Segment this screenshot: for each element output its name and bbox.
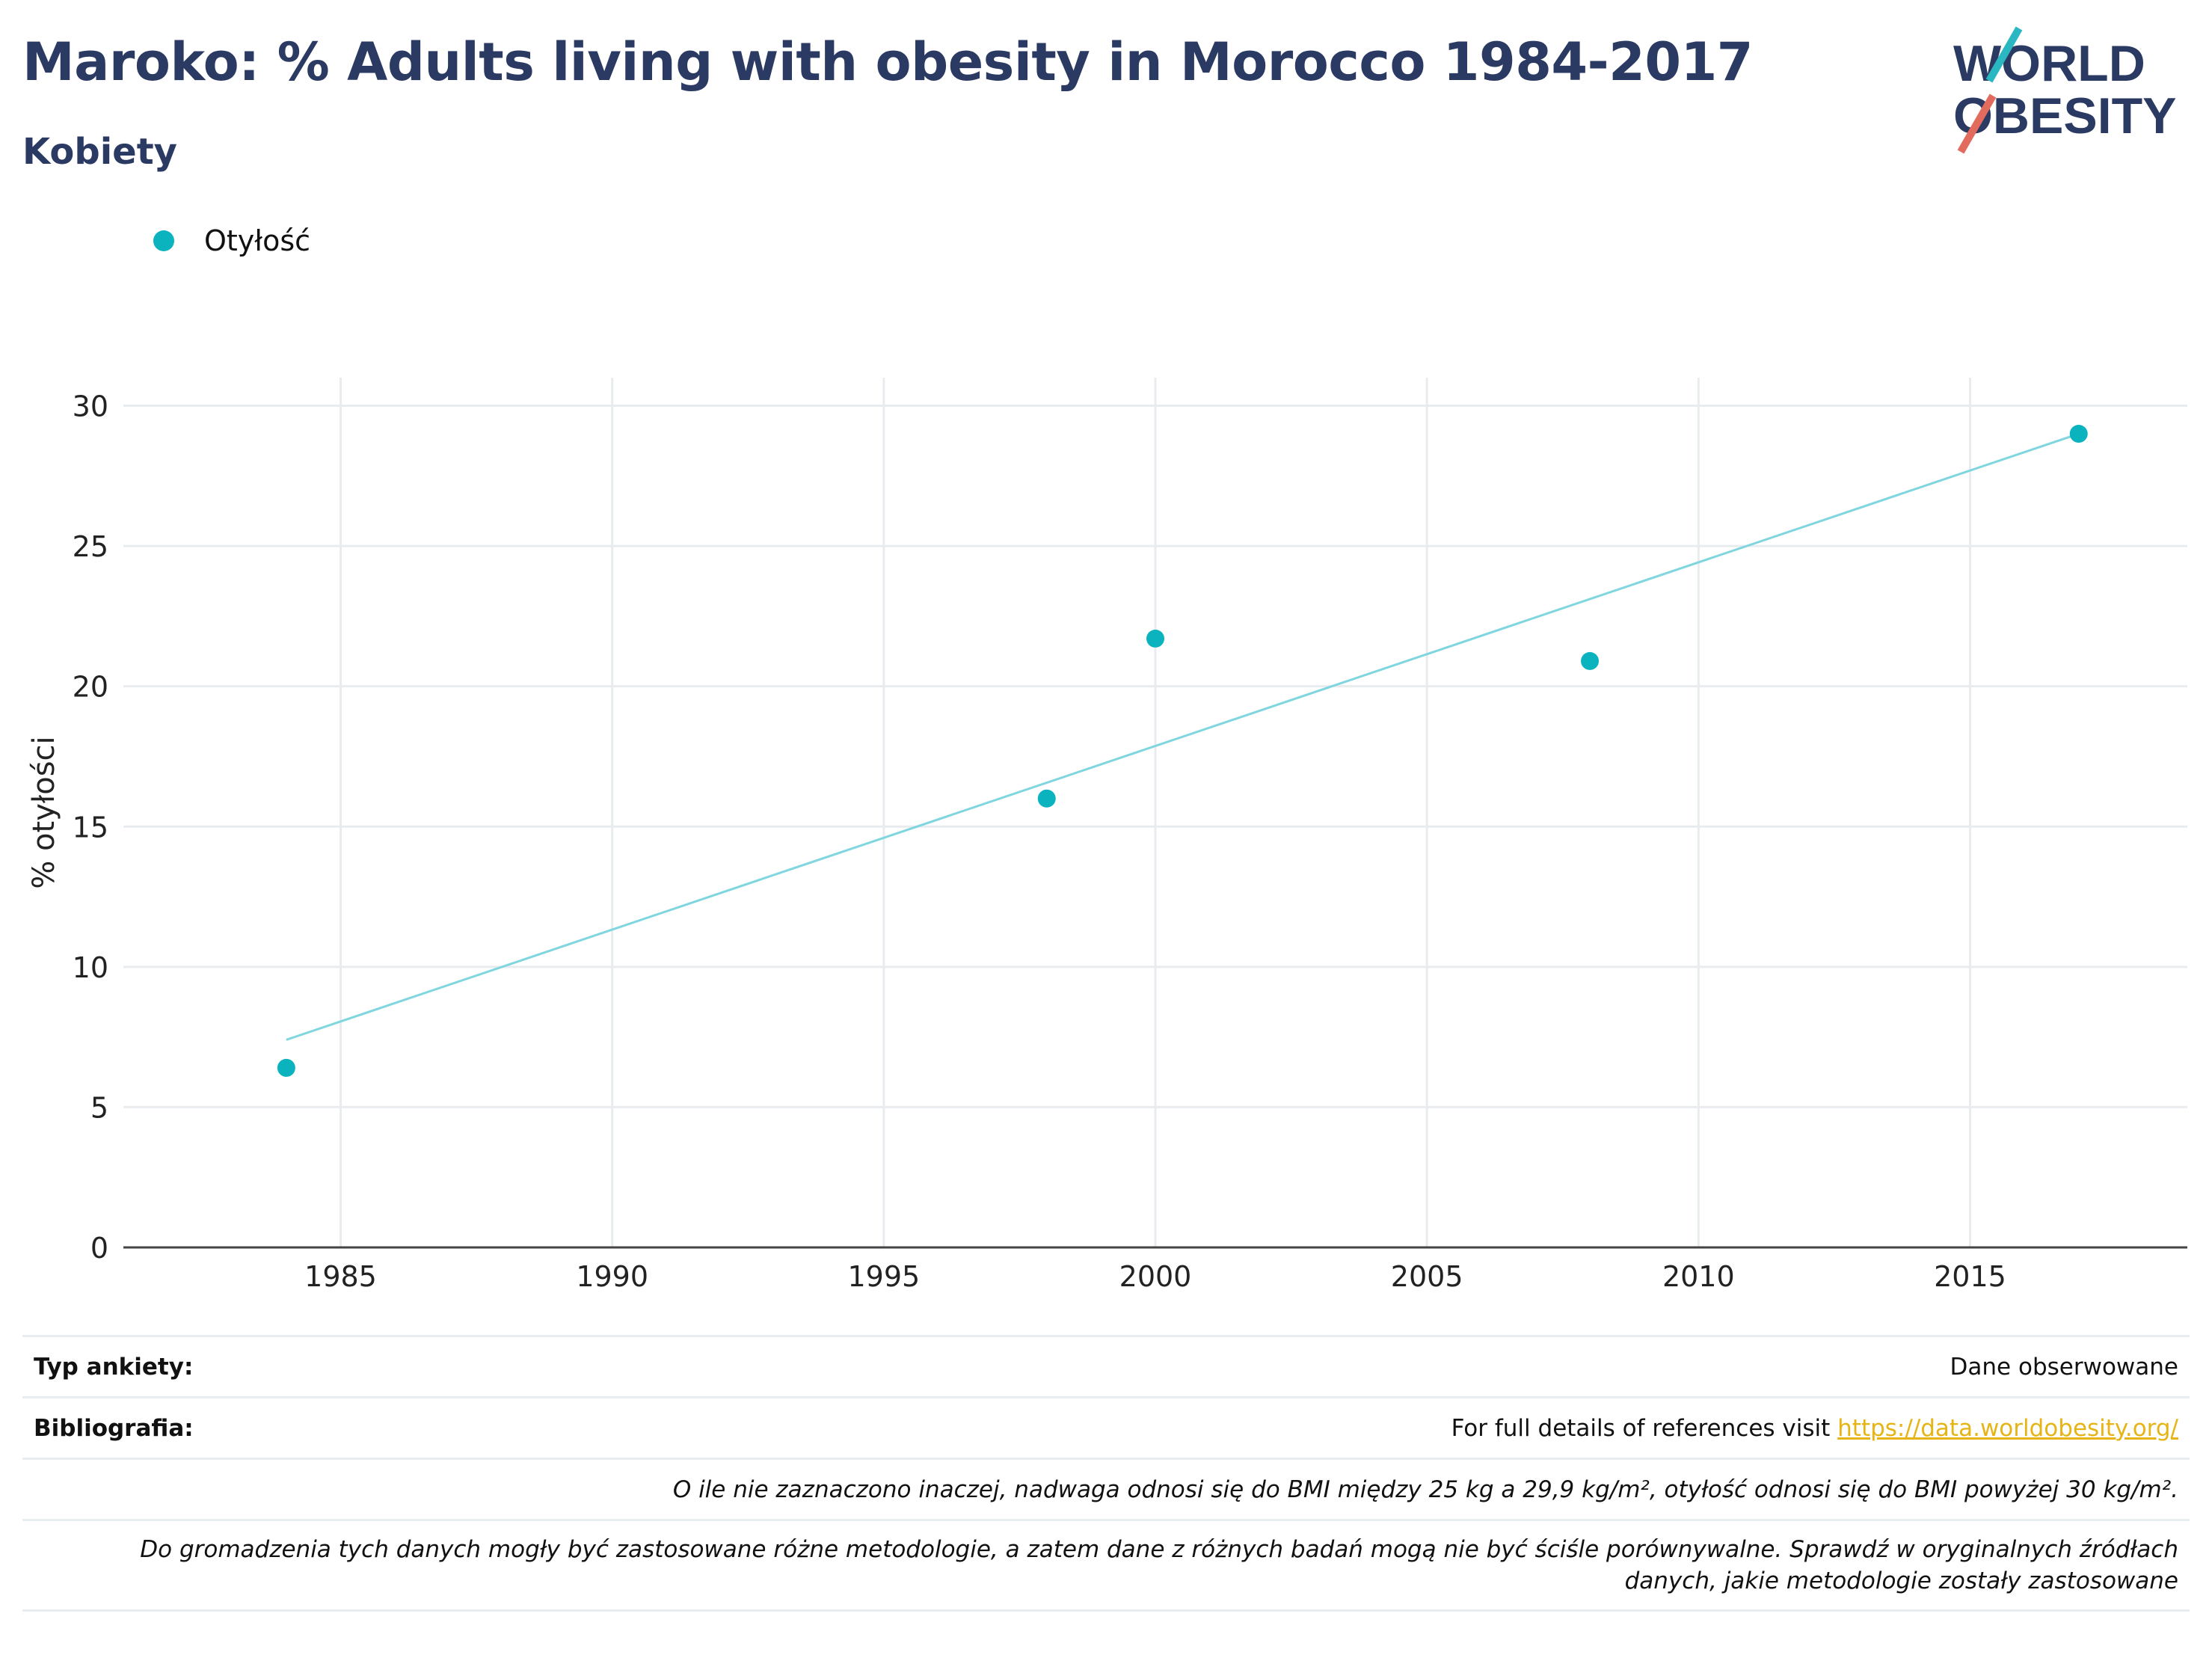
y-tick-label: 20 xyxy=(73,671,108,704)
definition-note: O ile nie zaznaczono inaczej, nadwaga od… xyxy=(672,1476,2178,1503)
y-axis-label: % otyłości xyxy=(27,736,61,888)
chart-subtitle: Kobiety xyxy=(22,131,177,173)
footer-table: Typ ankiety: Dane obserwowane Bibliograf… xyxy=(22,1335,2190,1612)
survey-type-label: Typ ankiety: xyxy=(34,1353,194,1381)
data-point xyxy=(1146,629,1164,648)
logo-word-1: WORLD xyxy=(1953,35,2145,92)
x-tick-label: 2010 xyxy=(1662,1260,1735,1293)
data-point xyxy=(1581,651,1600,670)
scatter-chart: 0 5 10 15 20 25 30 1985 1990 1995 2000 2005 2010 2015… xyxy=(27,378,2187,1293)
data-point xyxy=(1037,789,1056,808)
x-tick-label: 1985 xyxy=(304,1260,377,1293)
data-point xyxy=(277,1058,295,1077)
y-tick-label: 5 xyxy=(90,1091,108,1124)
bibliography-row: Bibliografia: For full details of refere… xyxy=(22,1396,2190,1458)
bibliography-link[interactable]: https://data.worldobesity.org/ xyxy=(1837,1414,2178,1442)
methodology-note: Do gromadzenia tych danych mogły być zas… xyxy=(34,1534,2178,1597)
x-tick-label: 2000 xyxy=(1119,1260,1192,1293)
logo-slash-red xyxy=(1957,93,1997,154)
world-obesity-logo: WORLD OBESITY xyxy=(1953,26,2177,154)
y-tick-label: 10 xyxy=(73,951,108,984)
x-tick-label: 1990 xyxy=(576,1260,648,1293)
chart-title: Maroko: % Adults living with obesity in … xyxy=(22,31,1754,93)
bibliography-label: Bibliografia: xyxy=(34,1414,194,1442)
x-tick-label: 2005 xyxy=(1391,1260,1463,1293)
methodology-note-line-1: Do gromadzenia tych danych mogły być zas… xyxy=(140,1536,2178,1563)
methodology-note-row: Do gromadzenia tych danych mogły być zas… xyxy=(22,1519,2190,1612)
x-tick-label: 2015 xyxy=(1934,1260,2006,1293)
bibliography-value: For full details of references visit htt… xyxy=(1451,1415,2178,1442)
y-tick-label: 15 xyxy=(73,811,108,844)
legend-marker xyxy=(153,230,174,251)
x-tick-label: 1995 xyxy=(847,1260,920,1293)
logo-slash-teal xyxy=(1985,26,2023,83)
definition-note-row: O ile nie zaznaczono inaczej, nadwaga od… xyxy=(22,1458,2190,1519)
survey-type-row: Typ ankiety: Dane obserwowane xyxy=(22,1335,2190,1396)
chart-legend[interactable]: Otyłość xyxy=(153,224,310,257)
methodology-note-line-2: danych, jakie metodologie zostały zastos… xyxy=(1624,1568,2178,1594)
legend-label: Otyłość xyxy=(204,224,311,257)
trend-line xyxy=(286,432,2080,1041)
y-tick-label: 25 xyxy=(73,530,108,563)
y-tick-label: 0 xyxy=(90,1232,108,1265)
y-tick-label: 30 xyxy=(73,390,108,423)
data-point xyxy=(2069,425,2088,443)
bibliography-text: For full details of references visit xyxy=(1451,1414,1838,1442)
survey-type-value: Dane obserwowane xyxy=(1950,1353,2178,1381)
